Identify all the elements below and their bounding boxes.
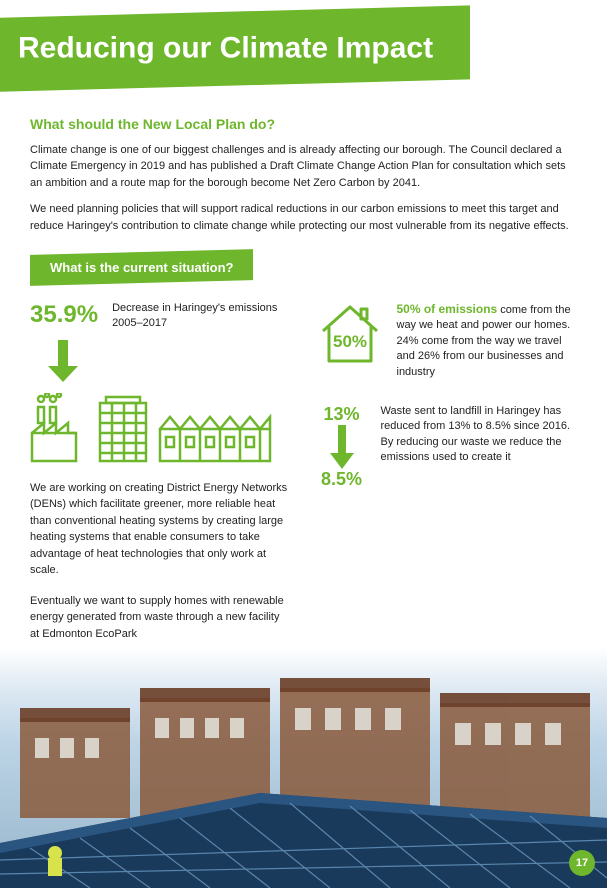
waste-from-pct: 13% <box>323 404 359 425</box>
emissions-decrease-pct: 35.9% <box>30 301 98 329</box>
title-banner: Reducing our Climate Impact <box>0 5 470 91</box>
buildings-graphic <box>30 393 291 468</box>
situation-tag-text: What is the current situation? <box>50 260 233 275</box>
situation-tag: What is the current situation? <box>30 249 253 286</box>
page-number-badge: 17 <box>569 850 595 876</box>
house-pct-text: 50% <box>332 332 366 351</box>
emissions-decrease-desc: Decrease in Haringey's emissions 2005–20… <box>112 301 290 332</box>
house-icon: 50% <box>317 301 383 372</box>
intro-paragraph-1: Climate change is one of our biggest cha… <box>30 142 577 192</box>
page-number: 17 <box>576 857 588 869</box>
intro-paragraph-2: We need planning policies that will supp… <box>30 201 577 234</box>
left-column: 35.9% Decrease in Haringey's emissions 2… <box>30 301 291 656</box>
emissions-source-desc: 50% of emissions come from the way we he… <box>397 301 578 380</box>
den-paragraph: We are working on creating District Ener… <box>30 480 291 579</box>
emissions-bold: 50% of emissions <box>397 302 498 316</box>
arrow-down-icon <box>330 425 354 469</box>
waste-to-pct: 8.5% <box>321 469 362 490</box>
right-column: 50% 50% of emissions come from the way w… <box>317 301 578 656</box>
ecopark-paragraph: Eventually we want to supply homes with … <box>30 593 291 643</box>
page-title: Reducing our Climate Impact <box>18 30 442 68</box>
arrow-down-icon <box>48 340 291 387</box>
waste-desc: Waste sent to landfill in Haringey has r… <box>381 404 578 466</box>
photo-solar-panels <box>0 648 607 888</box>
subheading: What should the New Local Plan do? <box>30 116 577 132</box>
waste-reduction-graphic: 13% 8.5% <box>317 404 367 490</box>
